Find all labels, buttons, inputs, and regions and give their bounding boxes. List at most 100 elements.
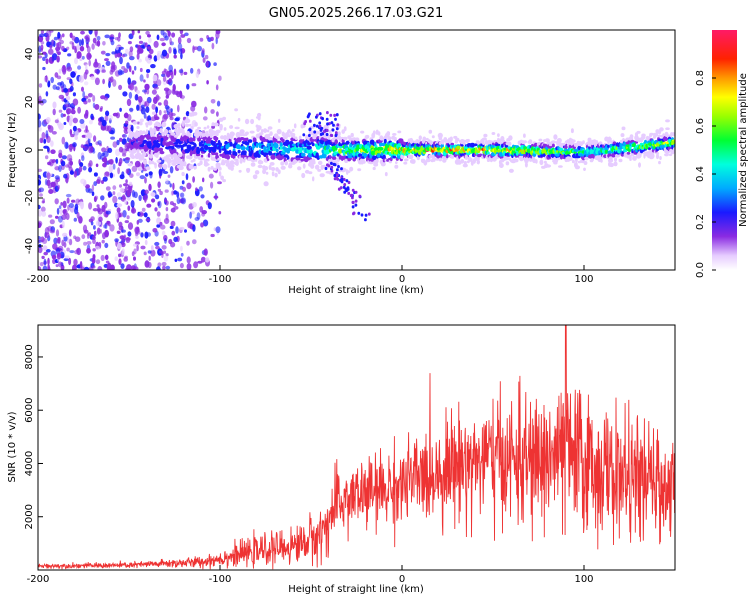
spectrogram-noise-dot (82, 181, 87, 187)
spectrogram-ridge-dot (664, 153, 669, 157)
spectrogram-branch-dot (337, 187, 341, 191)
spectrogram-ridge-dot (192, 137, 196, 142)
spectrogram-noise-dot (92, 208, 98, 212)
spectrogram-ridge-dot (245, 137, 249, 142)
spectrogram-noise-dot (114, 256, 118, 262)
spectrogram-noise-dot (94, 195, 99, 200)
spectrogram-noise-dot (202, 177, 205, 183)
spectrogram-noise-dot (122, 194, 126, 201)
spectrogram-noise-dot (104, 242, 109, 249)
spectrogram-noise-dot (61, 155, 67, 160)
spectrogram-noise-dot (205, 257, 210, 263)
spectrogram-noise-dot (63, 122, 67, 125)
spectrogram-ridge-dot (584, 156, 589, 161)
spectrogram-noise-dot (173, 236, 178, 243)
spectrogram-noise-dot (156, 34, 160, 41)
spectrogram-branch-dot (324, 166, 328, 171)
spectrogram-marks (38, 30, 675, 270)
spectrogram-noise-dot (47, 266, 51, 270)
spectrogram-noise-dot (62, 67, 67, 75)
spectrogram-noise-dot (47, 161, 52, 166)
spectrogram-ridge-dot (339, 145, 344, 149)
spectrogram-noise-dot (125, 157, 131, 161)
colorbar-tick-label: 0.2 (695, 214, 706, 230)
spectrogram-ridge-dot (281, 138, 285, 143)
spectrogram-ridge-dot (373, 147, 379, 151)
spectrogram-ridge-dot (574, 165, 581, 170)
spectrogram-noise-dot (88, 30, 93, 35)
spectrogram-noise-dot (118, 258, 122, 266)
spectrogram-noise-dot (45, 117, 51, 123)
spectrogram-branch-dot (347, 191, 351, 195)
spectrogram-noise-dot (168, 64, 173, 73)
spectrogram-noise-dot (60, 160, 66, 167)
spectrogram-noise-dot (180, 192, 185, 198)
spectrogram-noise-dot (38, 126, 42, 132)
spectrogram-ridge-dot (543, 160, 547, 164)
spectrogram-noise-dot (168, 77, 172, 83)
spectrogram-ridge-dot (286, 149, 291, 154)
spectrogram-ridge-dot (331, 137, 335, 143)
spectrogram-ridge-dot (197, 131, 203, 137)
spectrogram-noise-dot (44, 178, 48, 186)
spectrogram-ridge-dot (155, 142, 161, 148)
spectrogram-noise-dot (56, 252, 62, 260)
spectrogram-noise-dot (96, 35, 101, 41)
spectrogram-noise-dot (211, 125, 216, 129)
spectrogram-noise-dot (162, 265, 166, 270)
spectrogram-noise-dot (38, 168, 43, 172)
spectrogram-ridge-dot (319, 173, 325, 178)
spectrogram-noise-dot (176, 191, 180, 199)
spectrogram-noise-dot (115, 45, 119, 51)
spectrogram-noise-dot (104, 229, 109, 238)
spectrogram-noise-dot (100, 50, 106, 55)
spectrogram-ridge-dot (501, 139, 505, 143)
spectrogram-noise-dot (124, 112, 128, 118)
spectrogram-noise-dot (92, 238, 96, 244)
spectrogram-noise-dot (86, 248, 91, 254)
spectrogram-ridge-dot (428, 154, 433, 159)
spectrogram-ridge-dot (141, 156, 145, 161)
spectrogram-noise-dot (186, 256, 191, 264)
spectrogram-ridge-dot (423, 160, 428, 166)
spectrogram-ridge-dot (145, 129, 149, 135)
spectrogram-noise-dot (58, 68, 62, 74)
spectrogram-ridge-dot (268, 140, 274, 144)
spectrogram-ridge-dot (151, 111, 157, 115)
spectrogram-ridge-dot (355, 146, 360, 152)
spectrogram-ridge-dot (292, 158, 298, 164)
spectrogram-noise-dot (100, 254, 105, 262)
spectrogram-ridge-dot (312, 160, 316, 165)
spectrogram-ridge-dot (392, 155, 397, 159)
spectrogram-ridge-dot (360, 130, 365, 134)
spectrogram-noise-dot (111, 51, 116, 55)
spectrogram-noise-dot (166, 30, 170, 33)
spectrogram-noise-dot (144, 189, 149, 195)
spectrogram-noise-dot (155, 245, 160, 250)
spectrogram-noise-dot (139, 175, 145, 180)
spectrogram-noise-dot (199, 206, 204, 213)
spectrogram-ridge-dot (332, 156, 337, 160)
spectrogram-noise-dot (145, 173, 149, 177)
spectrogram-branch-dot (308, 133, 311, 138)
spectrogram-noise-dot (99, 228, 102, 234)
spectrogram-noise-dot (75, 236, 81, 242)
spectrogram-noise-dot (76, 43, 80, 51)
spectrogram-ridge-dot (467, 157, 473, 161)
spectrogram-noise-dot (52, 84, 57, 90)
spectrogram-ridge-dot (200, 154, 204, 158)
spectrogram-ridge-dot (226, 155, 231, 160)
spectrogram-noise-dot (143, 251, 147, 256)
spectrogram-ridge-dot (418, 135, 422, 141)
spectrogram-noise-dot (164, 198, 168, 203)
spectrogram-ridge-dot (429, 140, 433, 146)
spectrogram-noise-dot (127, 231, 132, 237)
spectrogram-ridge-dot (594, 140, 599, 144)
spectrogram-noise-dot (144, 260, 150, 268)
spectrogram-noise-dot (69, 170, 74, 175)
spectrogram-noise-dot (122, 210, 127, 218)
spectrogram-noise-dot (88, 146, 94, 154)
spectrogram-noise-dot (138, 99, 141, 107)
spectrogram-noise-dot (40, 138, 44, 144)
spectrogram-ridge-dot (375, 129, 379, 135)
